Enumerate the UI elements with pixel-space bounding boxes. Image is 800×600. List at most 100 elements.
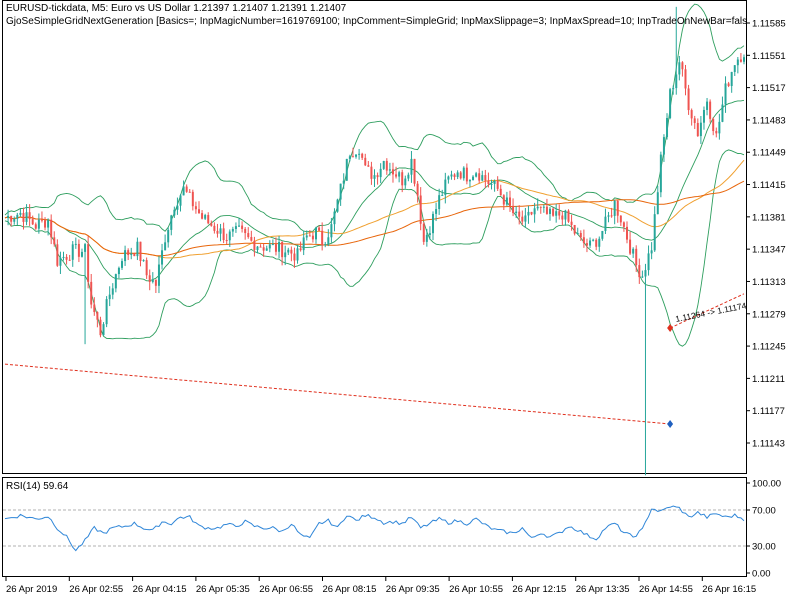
candle-body [447, 176, 450, 180]
candle-body [302, 237, 305, 251]
candle-body [644, 270, 647, 277]
rsi-axis: 100.00 70.00 30.00 0.00 [746, 479, 781, 580]
candle-body [696, 123, 699, 137]
candle-body [37, 219, 40, 229]
candle-body [659, 154, 662, 193]
candle-body [391, 169, 394, 175]
candle-body [287, 249, 290, 253]
candle-body [727, 83, 730, 87]
rsi-tick-label: 100.00 [752, 479, 781, 490]
candle-body [136, 241, 139, 257]
candle-body [210, 223, 213, 226]
price-tick-label: 1.11415 [752, 180, 786, 191]
candle-body [65, 256, 68, 260]
candle-body [130, 253, 133, 256]
candle-body [31, 219, 34, 225]
candle-body [34, 224, 37, 229]
candle-body [733, 65, 736, 72]
candle-body [545, 206, 548, 214]
candle-body [311, 235, 314, 240]
candle-body [656, 192, 659, 215]
candle-body [561, 215, 564, 220]
rsi-series [4, 505, 745, 552]
candle-body [736, 59, 739, 66]
candle-body [213, 225, 216, 231]
trade-lines [4, 293, 745, 425]
bollinger-middle [4, 99, 745, 282]
candle-body [74, 243, 77, 245]
candle-body [250, 237, 253, 241]
candle-body [68, 259, 71, 261]
candle-body [207, 215, 210, 224]
time-tick-label: 26 Apr 16:15 [702, 584, 756, 595]
time-tick-label: 26 Apr 13:35 [576, 584, 630, 595]
candle-body [40, 219, 43, 221]
candle-body [428, 233, 431, 235]
time-tick-label: 26 Apr 08:15 [323, 584, 377, 595]
candle-body [585, 243, 588, 246]
candle-body [512, 205, 515, 214]
time-tick-label: 26 Apr 12:15 [512, 584, 566, 595]
candle-body [459, 172, 462, 179]
candle-body [690, 110, 693, 119]
candle-body [595, 239, 598, 247]
candle-body [93, 304, 96, 313]
rsi-level-lines [3, 509, 746, 547]
candle-body [669, 89, 672, 119]
candle-body [518, 211, 521, 217]
candle-body [604, 216, 607, 231]
candle-body [53, 237, 56, 245]
candle-body [185, 186, 188, 192]
time-tick-label: 26 Apr 2019 [6, 584, 57, 595]
candle-body [231, 228, 234, 232]
candle-body [542, 206, 545, 208]
candle-body [201, 213, 204, 219]
candle-body [407, 174, 410, 179]
candle-body [142, 260, 145, 262]
candle-body [133, 253, 136, 257]
candle-body [721, 104, 724, 122]
candle-body [87, 244, 90, 282]
time-tick-label: 26 Apr 14:55 [639, 584, 693, 595]
price-tick-label: 1.11517 [752, 83, 786, 94]
candle-body [194, 206, 197, 210]
candle-body [284, 252, 287, 258]
candle-body [176, 205, 179, 210]
candle-body [582, 237, 585, 244]
candle-body [382, 160, 385, 169]
rsi-tick-label: 70.00 [752, 506, 776, 517]
candle-body [299, 248, 302, 251]
candle-body [456, 172, 459, 177]
candle-body [653, 214, 656, 251]
candle-body [739, 59, 742, 62]
candle-body [108, 294, 111, 300]
price-tick-label: 1.11483 [752, 115, 786, 126]
candle-body [13, 218, 16, 222]
price-tick-label: 1.11143 [752, 439, 785, 450]
candle-body [478, 173, 481, 181]
candle-body [324, 244, 327, 246]
candle-body [247, 233, 250, 238]
moving-average-slow [4, 180, 745, 257]
candle-body [638, 265, 641, 278]
candle-body [444, 179, 447, 195]
price-tick-label: 1.11585 [752, 19, 786, 30]
candle-body [102, 324, 105, 336]
candle-body [573, 224, 576, 234]
candle-body [154, 279, 157, 286]
candle-body [62, 256, 65, 258]
candle-body [379, 168, 382, 178]
candle-body [342, 180, 345, 184]
candle-body [327, 237, 330, 245]
candle-body [333, 211, 336, 225]
candle-body [718, 121, 721, 134]
candle-body [10, 215, 13, 222]
price-tick-label: 1.11449 [752, 148, 786, 159]
candle-body [462, 167, 465, 179]
candle-body [361, 153, 364, 158]
rsi-frame [2, 477, 747, 577]
candle-body [348, 156, 351, 159]
candle-body [90, 281, 93, 305]
candle-body [19, 212, 22, 215]
candle-body [632, 248, 635, 254]
